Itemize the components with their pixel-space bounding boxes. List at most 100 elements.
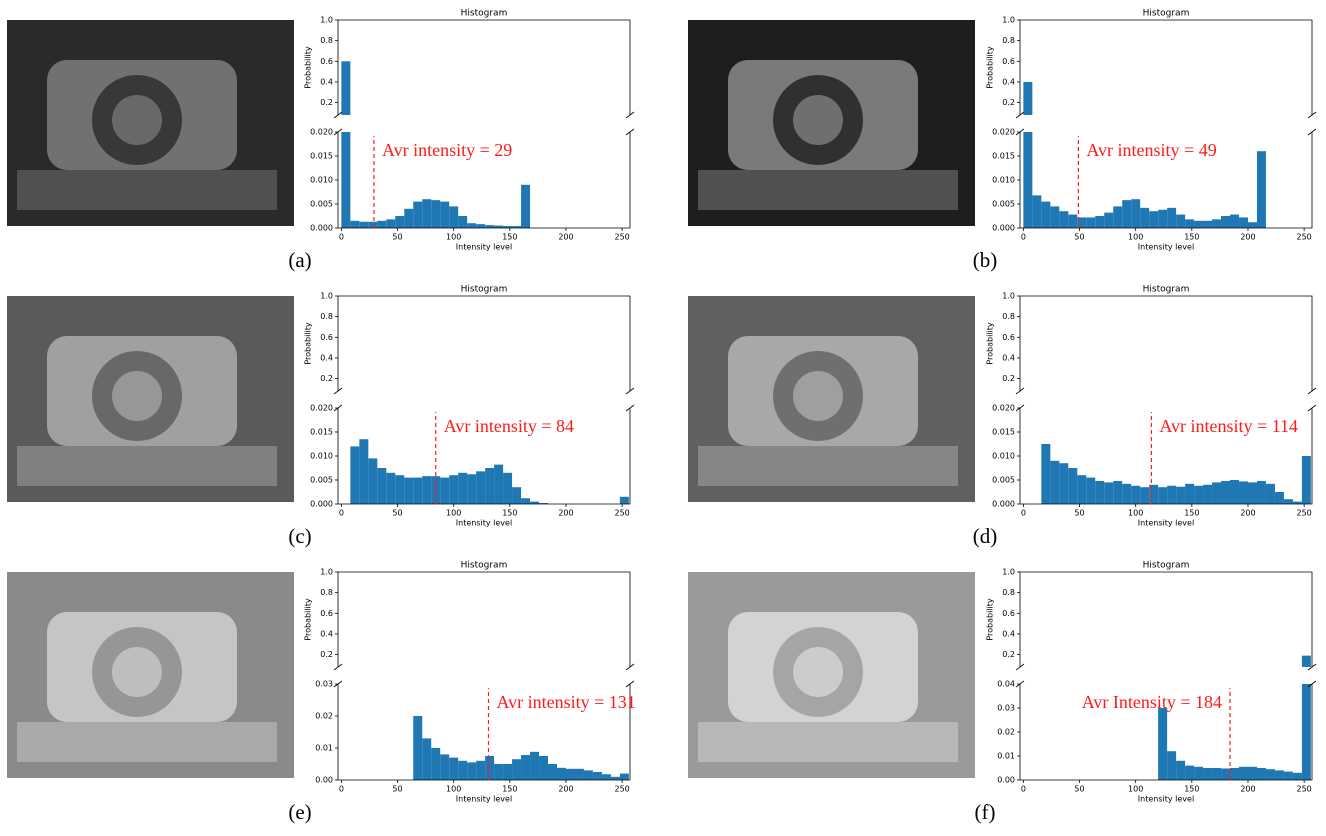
y-axis-label: Probability <box>304 598 313 641</box>
bar <box>521 755 531 780</box>
y-tick-label: 1.0 <box>320 568 333 577</box>
bar <box>1194 485 1204 504</box>
bar <box>449 757 459 780</box>
panel-caption: (f) <box>975 800 996 824</box>
bar <box>503 226 513 228</box>
photo <box>688 572 975 778</box>
bar <box>1086 477 1096 504</box>
y-tick-label: 0.04 <box>997 680 1015 689</box>
x-tick-label: 50 <box>1074 785 1084 794</box>
bar <box>485 225 495 228</box>
axis-break <box>625 404 635 412</box>
x-tick-label: 150 <box>502 233 517 242</box>
bar <box>458 760 468 780</box>
bar <box>1041 201 1051 228</box>
y-tick-label: 0.4 <box>1002 629 1015 638</box>
y-tick-label: 0.8 <box>1002 312 1015 321</box>
bar <box>512 487 522 504</box>
bar <box>1068 214 1078 228</box>
bar <box>1256 768 1266 780</box>
x-tick-label: 50 <box>392 785 402 794</box>
bar <box>431 200 441 228</box>
chart-title: Histogram <box>1143 561 1190 571</box>
axis-spine <box>337 571 631 667</box>
bar <box>1158 209 1168 228</box>
bar <box>476 224 486 228</box>
bar <box>1194 766 1204 780</box>
bar <box>467 474 477 504</box>
bar <box>1032 195 1042 228</box>
annotation: Avr Intensity = 184 <box>1082 692 1222 712</box>
y-tick-label: 0.00 <box>997 776 1015 785</box>
bar <box>449 475 459 504</box>
bar <box>1221 768 1231 780</box>
bar <box>619 496 629 504</box>
photo-part <box>112 95 162 145</box>
panel-caption: (b) <box>973 248 998 272</box>
axis-spine <box>337 295 631 391</box>
x-tick-label: 100 <box>446 509 461 518</box>
axis-spine <box>1019 19 1313 115</box>
bar <box>494 225 504 228</box>
x-tick-label: 150 <box>1184 785 1199 794</box>
bar <box>557 767 566 780</box>
x-axis-label: Intensity level <box>1138 243 1194 252</box>
y-tick-label: 0.8 <box>1002 36 1015 45</box>
y-tick-label: 0.8 <box>320 36 333 45</box>
bar <box>350 220 360 228</box>
y-tick-label: 0.005 <box>310 200 333 209</box>
bar <box>1230 214 1239 228</box>
photo-part <box>698 722 958 762</box>
bar <box>1212 219 1222 228</box>
bar <box>610 776 620 780</box>
bar <box>1086 217 1096 228</box>
bar <box>512 759 522 780</box>
bar <box>1283 771 1293 780</box>
bar <box>404 208 414 228</box>
bar <box>1292 772 1302 780</box>
bar <box>583 770 593 780</box>
y-tick-label: 1.0 <box>1002 16 1015 25</box>
upper-plot <box>1301 655 1311 667</box>
bar <box>1185 483 1195 504</box>
annotation: Avr intensity = 114 <box>1159 416 1298 436</box>
bar <box>1041 444 1051 504</box>
bar <box>377 468 387 504</box>
bar <box>1050 206 1060 228</box>
y-tick-label: 1.0 <box>1002 568 1015 577</box>
y-tick-label: 0.2 <box>320 98 333 107</box>
y-axis-label: Probability <box>986 598 995 641</box>
bar <box>503 472 513 504</box>
panel-caption: (e) <box>288 800 311 824</box>
bar <box>1212 482 1222 504</box>
y-tick-label: 0.000 <box>992 500 1015 509</box>
y-axis-label: Probability <box>304 46 313 89</box>
y-tick-label: 0.010 <box>310 452 333 461</box>
lower-plot <box>341 132 531 228</box>
bar <box>1158 487 1168 504</box>
bar <box>539 503 549 504</box>
y-tick-label: 0.6 <box>1002 609 1015 618</box>
y-tick-label: 0.2 <box>1002 98 1015 107</box>
chart-title: Histogram <box>1143 285 1190 295</box>
y-tick-label: 1.0 <box>1002 292 1015 301</box>
bar <box>1095 480 1105 504</box>
y-tick-label: 0.000 <box>992 224 1015 233</box>
bar <box>1239 217 1248 228</box>
panel-caption: (c) <box>288 524 311 548</box>
bar <box>1185 765 1195 780</box>
bar <box>1059 211 1069 228</box>
bar <box>1113 480 1123 504</box>
bar <box>1149 211 1159 228</box>
bar <box>485 468 495 504</box>
axis-spine <box>337 684 631 781</box>
x-tick-label: 50 <box>392 233 402 242</box>
axis-break <box>1307 404 1317 412</box>
bar <box>1167 751 1177 780</box>
y-tick-label: 0.005 <box>310 476 333 485</box>
axis-break <box>333 663 343 671</box>
x-axis-label: Intensity level <box>456 795 512 804</box>
bar <box>1149 484 1159 504</box>
x-tick-label: 100 <box>446 233 461 242</box>
axis-break <box>1307 387 1317 395</box>
